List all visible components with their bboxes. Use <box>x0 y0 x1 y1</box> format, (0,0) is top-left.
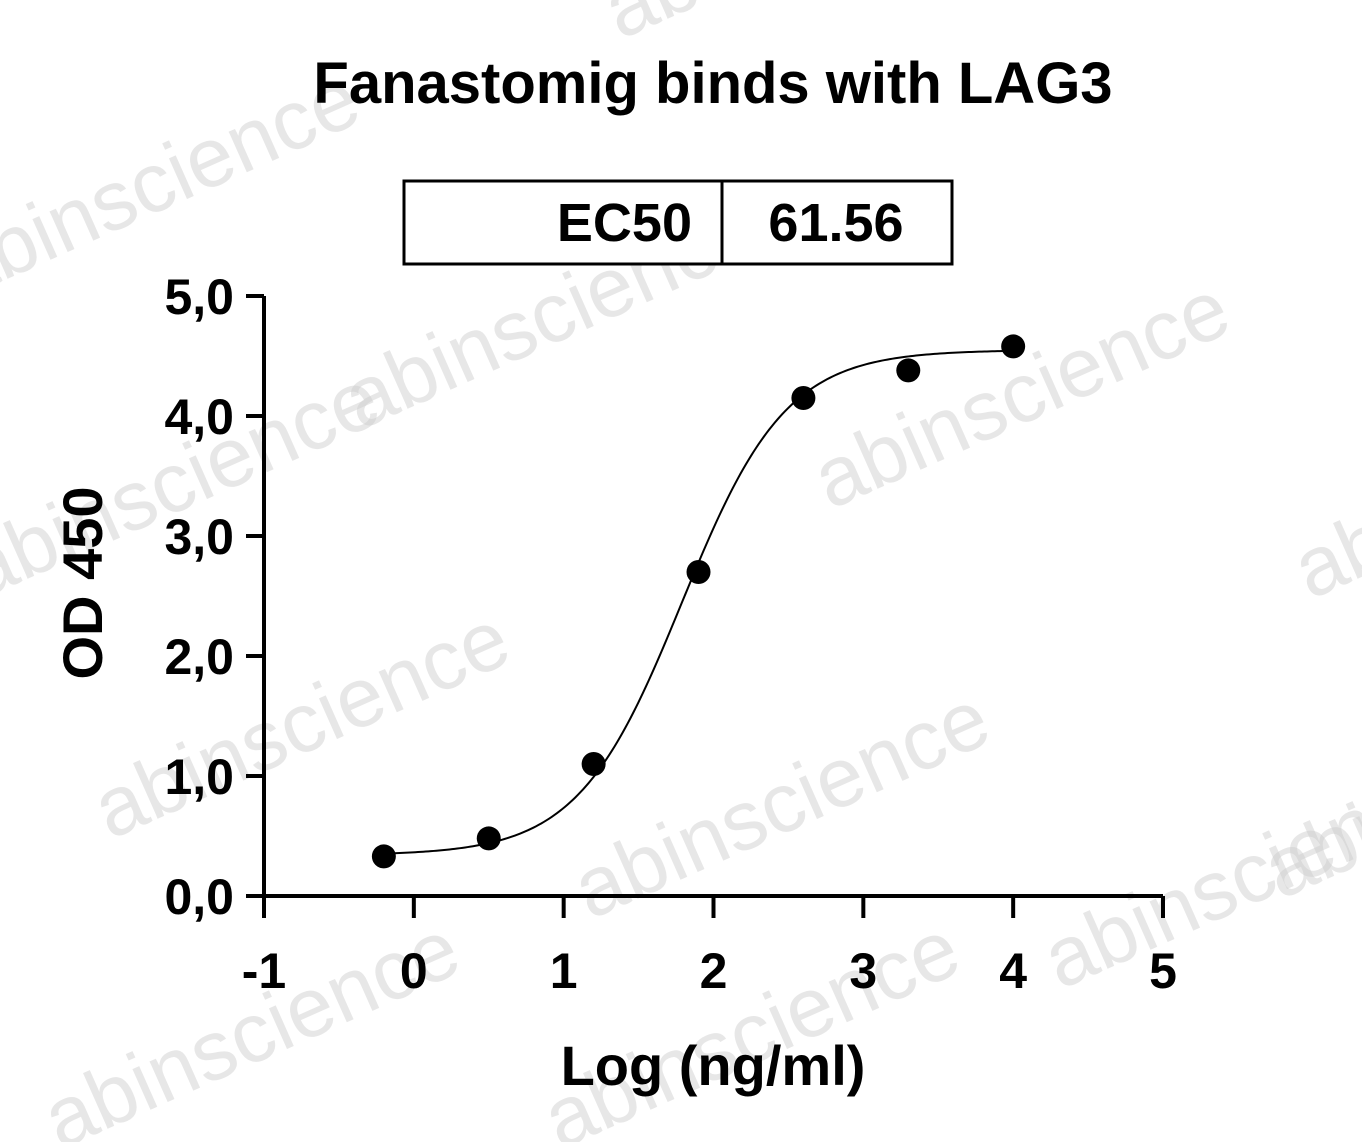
x-tick-label: 1 <box>550 943 578 999</box>
y-tick-label: 1,0 <box>164 749 234 805</box>
chart-title: Fanastomig binds with LAG3 <box>313 51 1112 116</box>
plot-area: 0,0 1,0 2,0 3,0 4,0 5,0 -1 0 1 2 3 4 5 <box>164 269 1176 999</box>
x-tick-label: 5 <box>1149 943 1177 999</box>
y-tick-label: 3,0 <box>164 509 234 565</box>
x-tick-label: 4 <box>999 943 1027 999</box>
data-point <box>686 560 711 584</box>
data-point <box>581 752 606 776</box>
data-points <box>371 334 1026 869</box>
x-tick-label: 0 <box>400 943 428 999</box>
data-point <box>896 358 921 383</box>
x-tick-label: -1 <box>242 943 286 999</box>
ec50-table-border <box>402 179 954 266</box>
y-tick-label: 4,0 <box>164 389 234 445</box>
y-tick-label: 5,0 <box>164 269 234 325</box>
y-tick-label: 2,0 <box>164 629 234 685</box>
x-axis-ticks: -1 0 1 2 3 4 5 <box>242 896 1177 999</box>
x-tick-label: 3 <box>849 943 877 999</box>
x-axis-label: Log (ng/ml) <box>561 1034 866 1097</box>
watermark-text: abinscience <box>589 0 1033 56</box>
watermark-text: abinscience <box>799 260 1243 526</box>
data-point <box>1001 334 1026 359</box>
watermark-text: abinscience <box>79 590 523 856</box>
ec50-label: EC50 <box>557 193 692 253</box>
watermark-text: abinscience <box>29 900 473 1142</box>
data-point <box>371 844 396 869</box>
watermark-text: abinscience <box>1279 350 1362 616</box>
data-point <box>791 386 816 410</box>
data-point <box>476 826 501 851</box>
y-axis-ticks: 0,0 1,0 2,0 3,0 4,0 5,0 <box>164 269 264 925</box>
watermark-text: abinscience <box>529 900 973 1142</box>
x-tick-label: 2 <box>700 943 728 999</box>
ec50-value: 61.56 <box>768 193 903 253</box>
y-axis-label: OD 450 <box>51 487 114 680</box>
ec50-table: EC50 61.56 <box>402 179 954 266</box>
y-tick-label: 0,0 <box>164 869 234 925</box>
